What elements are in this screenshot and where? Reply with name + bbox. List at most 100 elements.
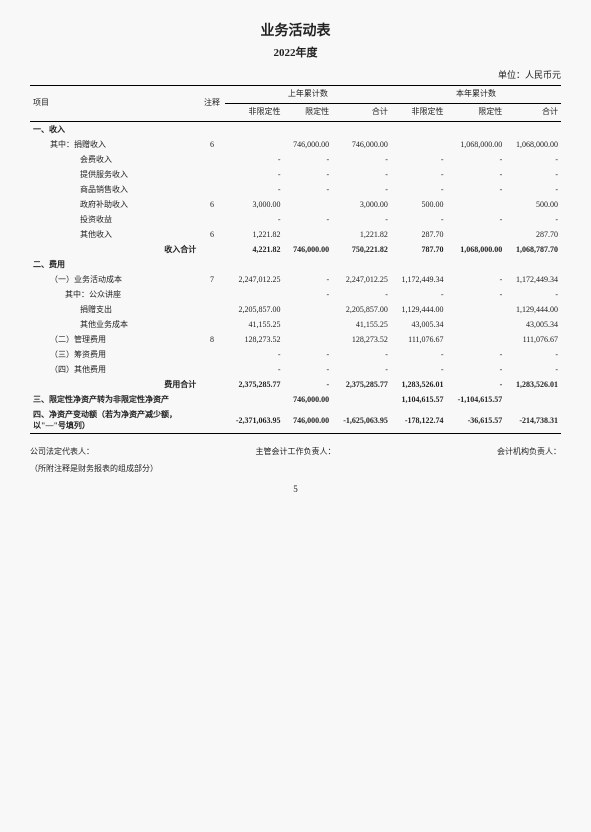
cell-value: 4,221.82 <box>225 242 284 257</box>
cell-value: - <box>283 377 332 392</box>
row-note <box>199 212 225 227</box>
page-title: 业务活动表 <box>30 20 561 40</box>
cell-value: 746,000.00 <box>283 242 332 257</box>
cell-value: - <box>447 347 506 362</box>
row-label: （二）管理费用 <box>30 332 199 347</box>
cell-value: 128,273.52 <box>332 332 391 347</box>
row-label: 提供服务收入 <box>30 167 199 182</box>
table-row: 二、费用 <box>30 257 561 272</box>
row-label: 政府补助收入 <box>30 197 199 212</box>
table-row: （三）筹资费用------ <box>30 347 561 362</box>
table-row: 四、净资产变动额（若为净资产减少额，以"—"号填列）-2,371,063.957… <box>30 407 561 434</box>
cell-value: 1,221.82 <box>225 227 284 242</box>
cell-value: - <box>283 272 332 287</box>
cell-value: - <box>225 182 284 197</box>
cell-value: 1,221.82 <box>332 227 391 242</box>
table-row: 三、限定性净资产转为非限定性净资产746,000.001,104,615.57-… <box>30 392 561 407</box>
cell-value: 1,068,000.00 <box>447 242 506 257</box>
table-row: 投资收益------ <box>30 212 561 227</box>
cell-value: 287.70 <box>391 227 447 242</box>
cell-value <box>283 227 332 242</box>
cell-value <box>332 392 391 407</box>
cell-value: -1,625,063.95 <box>332 407 391 434</box>
col-current-unrestricted: 非限定性 <box>391 104 447 122</box>
footnote: （所附注释是财务报表的组成部分） <box>30 463 561 474</box>
cell-value: 750,221.82 <box>332 242 391 257</box>
table-row: 费用合计2,375,285.77-2,375,285.771,283,526.0… <box>30 377 561 392</box>
cell-value: - <box>332 362 391 377</box>
cell-value <box>505 257 561 272</box>
cell-value: - <box>391 362 447 377</box>
row-label: 其中：捐赠收入 <box>30 137 199 152</box>
row-note: 8 <box>199 332 225 347</box>
cell-value: - <box>225 362 284 377</box>
cell-value <box>225 122 284 138</box>
cell-value <box>225 392 284 407</box>
table-row: 会费收入------ <box>30 152 561 167</box>
cell-value: 746,000.00 <box>283 137 332 152</box>
row-note <box>199 122 225 138</box>
cell-value: 787.70 <box>391 242 447 257</box>
signer-chief-accounting: 主管会计工作负责人： <box>256 446 336 457</box>
cell-value: 746,000.00 <box>283 407 332 434</box>
cell-value <box>505 122 561 138</box>
cell-value: 1,068,000.00 <box>447 137 506 152</box>
cell-value <box>505 392 561 407</box>
cell-value: 2,205,857.00 <box>225 302 284 317</box>
cell-value <box>225 257 284 272</box>
cell-value: 111,076.67 <box>391 332 447 347</box>
cell-value: 746,000.00 <box>283 392 332 407</box>
table-row: 提供服务收入------ <box>30 167 561 182</box>
cell-value: 1,172,449.34 <box>505 272 561 287</box>
row-label: 投资收益 <box>30 212 199 227</box>
cell-value: 3,000.00 <box>225 197 284 212</box>
cell-value: - <box>505 152 561 167</box>
cell-value <box>283 302 332 317</box>
cell-value: - <box>332 182 391 197</box>
table-row: （四）其他费用------ <box>30 362 561 377</box>
cell-value: 500.00 <box>391 197 447 212</box>
cell-value: 41,155.25 <box>332 317 391 332</box>
cell-value <box>391 257 447 272</box>
cell-value: 1,068,000.00 <box>505 137 561 152</box>
cell-value <box>391 122 447 138</box>
cell-value: - <box>447 287 506 302</box>
col-prior-restricted: 限定性 <box>283 104 332 122</box>
cell-value: -1,104,615.57 <box>447 392 506 407</box>
row-note <box>199 407 225 434</box>
signature-line: 公司法定代表人： 主管会计工作负责人： 会计机构负责人： <box>30 446 561 457</box>
row-note: 6 <box>199 197 225 212</box>
row-label: 会费收入 <box>30 152 199 167</box>
table-row: 政府补助收入63,000.003,000.00500.00500.00 <box>30 197 561 212</box>
row-note <box>199 182 225 197</box>
cell-value: - <box>391 212 447 227</box>
cell-value: 128,273.52 <box>225 332 284 347</box>
row-label: 费用合计 <box>30 377 199 392</box>
row-label: 其他收入 <box>30 227 199 242</box>
col-prior-total: 合计 <box>332 104 391 122</box>
cell-value: - <box>283 182 332 197</box>
row-note: 7 <box>199 272 225 287</box>
cell-value: - <box>505 347 561 362</box>
cell-value <box>391 137 447 152</box>
cell-value: - <box>332 212 391 227</box>
cell-value: - <box>283 167 332 182</box>
cell-value: - <box>332 152 391 167</box>
cell-value: -36,615.57 <box>447 407 506 434</box>
cell-value <box>283 122 332 138</box>
cell-value: - <box>447 167 506 182</box>
cell-value: 746,000.00 <box>332 137 391 152</box>
cell-value <box>447 302 506 317</box>
cell-value: 1,283,526.01 <box>505 377 561 392</box>
table-row: 其他收入61,221.821,221.82287.70287.70 <box>30 227 561 242</box>
cell-value <box>447 332 506 347</box>
cell-value <box>447 197 506 212</box>
cell-value: 2,375,285.77 <box>332 377 391 392</box>
col-current-total: 合计 <box>505 104 561 122</box>
cell-value: - <box>505 287 561 302</box>
cell-value: - <box>505 212 561 227</box>
row-note: 6 <box>199 137 225 152</box>
cell-value <box>447 122 506 138</box>
page-number: 5 <box>30 484 561 494</box>
cell-value: 43,005.34 <box>391 317 447 332</box>
